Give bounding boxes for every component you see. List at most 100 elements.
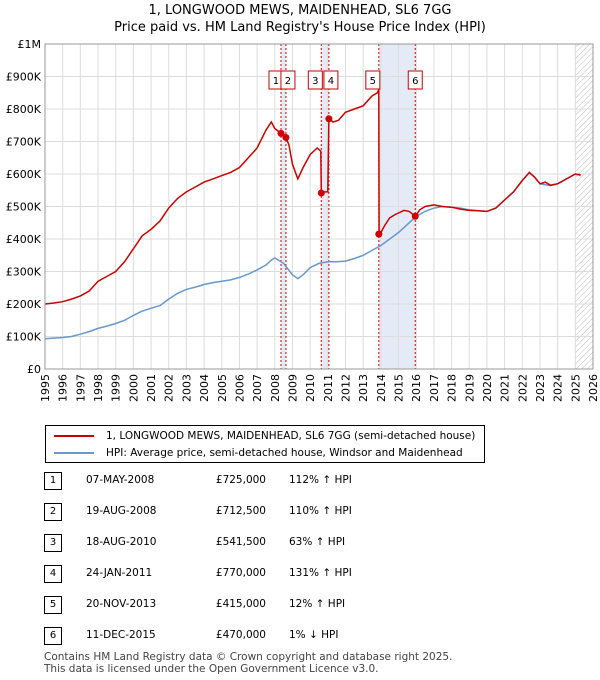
legend-label-property: 1, LONGWOOD MEWS, MAIDENHEAD, SL6 7GG (s… xyxy=(106,430,476,442)
x-tick-label: 2014 xyxy=(375,374,388,402)
x-tick-label: 2018 xyxy=(446,374,459,402)
y-tick-label: £800K xyxy=(6,103,42,116)
x-tick-label: 2003 xyxy=(180,374,193,402)
x-tick-label: 2023 xyxy=(534,374,547,402)
sale-price: £725,000 xyxy=(215,474,266,486)
x-tick-label: 2017 xyxy=(428,374,441,402)
sale-marker-box xyxy=(407,70,423,90)
sale-price: £415,000 xyxy=(215,598,266,610)
sale-date: 07-MAY-2008 xyxy=(86,474,155,486)
sale-date: 20-NOV-2013 xyxy=(86,598,157,610)
sale-row: 4 24-JAN-2011 £770,000 131% ↑ HPI xyxy=(44,565,464,585)
sale-hpi-change: 112% ↑ HPI xyxy=(289,474,352,486)
x-tick-label: 1996 xyxy=(57,374,70,402)
sale-row: 6 11-DEC-2015 £470,000 1% ↓ HPI xyxy=(44,627,464,647)
x-tick-label: 1997 xyxy=(74,374,87,402)
legend-swatch-hpi xyxy=(54,452,94,454)
x-tick-label: 2008 xyxy=(269,374,282,402)
y-tick-label: £0 xyxy=(27,363,41,376)
legend: 1, LONGWOOD MEWS, MAIDENHEAD, SL6 7GG (s… xyxy=(45,425,485,463)
sale-date: 11-DEC-2015 xyxy=(86,629,156,641)
sale-price: £541,500 xyxy=(215,536,266,548)
legend-swatch-property xyxy=(54,435,94,437)
footer-copyright: Contains HM Land Registry data © Crown c… xyxy=(44,651,453,663)
y-tick-label: £900K xyxy=(6,71,42,84)
chart-subtitle: Price paid vs. HM Land Registry's House … xyxy=(114,20,486,35)
sale-row: 1 07-MAY-2008 £725,000 112% ↑ HPI xyxy=(44,472,464,492)
x-tick-label: 2015 xyxy=(393,374,406,402)
x-tick-label: 2009 xyxy=(287,374,300,402)
x-tick-label: 2006 xyxy=(234,374,247,402)
sale-number: 2 xyxy=(44,503,62,521)
sale-marker-label: 6 xyxy=(412,76,418,87)
sale-row: 3 18-AUG-2010 £541,500 63% ↑ HPI xyxy=(44,534,464,554)
y-tick-label: £600K xyxy=(6,168,42,181)
x-tick-label: 2000 xyxy=(127,374,140,402)
sale-hpi-change: 12% ↑ HPI xyxy=(289,598,346,610)
x-tick-label: 2013 xyxy=(357,374,370,402)
x-tick-label: 2025 xyxy=(569,374,582,402)
x-tick-label: 2012 xyxy=(340,374,353,402)
x-tick-label: 1995 xyxy=(39,374,52,402)
legend-item-property: 1, LONGWOOD MEWS, MAIDENHEAD, SL6 7GG (s… xyxy=(54,428,475,444)
sale-row: 2 19-AUG-2008 £712,500 110% ↑ HPI xyxy=(44,503,464,523)
y-tick-label: £200K xyxy=(6,298,42,311)
x-tick-label: 1998 xyxy=(92,374,105,402)
x-tick-label: 2004 xyxy=(198,374,211,402)
y-tick-label: £500K xyxy=(6,201,42,214)
sale-marker-label: 5 xyxy=(370,76,376,87)
x-tick-label: 2026 xyxy=(587,374,600,402)
sale-price: £770,000 xyxy=(215,567,266,579)
sale-point xyxy=(317,189,325,197)
x-tick-label: 2021 xyxy=(499,374,512,402)
sale-marker-box xyxy=(307,70,323,90)
sale-number: 6 xyxy=(44,627,62,645)
x-tick-label: 2024 xyxy=(552,374,565,402)
plot-border xyxy=(44,43,594,370)
y-tick-label: £1M xyxy=(18,38,42,51)
x-tick-label: 2011 xyxy=(322,374,335,402)
sale-date: 18-AUG-2010 xyxy=(86,536,157,548)
sale-marker-box xyxy=(365,70,381,90)
sale-number: 5 xyxy=(44,596,62,614)
sale-hpi-change: 1% ↓ HPI xyxy=(289,629,339,641)
x-tick-label: 2007 xyxy=(251,374,264,402)
sale-point xyxy=(375,230,383,238)
x-tick-label: 2016 xyxy=(410,374,423,402)
sale-marker-box xyxy=(323,70,339,90)
legend-label-hpi: HPI: Average price, semi-detached house,… xyxy=(106,447,463,459)
x-tick-label: 2005 xyxy=(216,374,229,402)
sale-point xyxy=(277,129,285,137)
legend-item-hpi: HPI: Average price, semi-detached house,… xyxy=(54,445,463,461)
sale-number: 3 xyxy=(44,534,62,552)
x-tick-label: 1999 xyxy=(110,374,123,402)
sale-marker-label: 2 xyxy=(285,76,291,87)
sale-marker-label: 4 xyxy=(328,76,334,87)
sale-hpi-change: 131% ↑ HPI xyxy=(289,567,352,579)
sale-date: 24-JAN-2011 xyxy=(86,567,153,579)
footer-licence: This data is licensed under the Open Gov… xyxy=(44,663,379,675)
sale-marker-label: 1 xyxy=(273,76,279,87)
sale-point xyxy=(282,133,290,141)
property-series-line xyxy=(44,89,581,305)
chart-title: 1, LONGWOOD MEWS, MAIDENHEAD, SL6 7GG xyxy=(148,3,452,18)
x-tick-label: 2020 xyxy=(481,374,494,402)
price-chart: 1 2 3 4 5 6£0£100K£200K£300K£400K£500K£600K£7… xyxy=(6,38,600,402)
sale-number: 4 xyxy=(44,565,62,583)
sale-hpi-change: 110% ↑ HPI xyxy=(289,505,352,517)
y-tick-label: £100K xyxy=(6,331,42,344)
sale-point xyxy=(325,115,333,123)
sale-hpi-change: 63% ↑ HPI xyxy=(289,536,346,548)
sale-price: £470,000 xyxy=(215,629,266,641)
sale-number: 1 xyxy=(44,472,62,490)
x-tick-label: 2019 xyxy=(463,374,476,402)
y-tick-label: £400K xyxy=(6,233,42,246)
y-tick-label: £700K xyxy=(6,136,42,149)
sale-date: 19-AUG-2008 xyxy=(86,505,157,517)
x-tick-label: 2002 xyxy=(163,374,176,402)
x-tick-label: 2001 xyxy=(145,374,158,402)
sale-marker-label: 3 xyxy=(312,76,318,87)
x-tick-label: 2022 xyxy=(516,374,529,402)
y-tick-label: £300K xyxy=(6,266,42,279)
sale-row: 5 20-NOV-2013 £415,000 12% ↑ HPI xyxy=(44,596,464,616)
